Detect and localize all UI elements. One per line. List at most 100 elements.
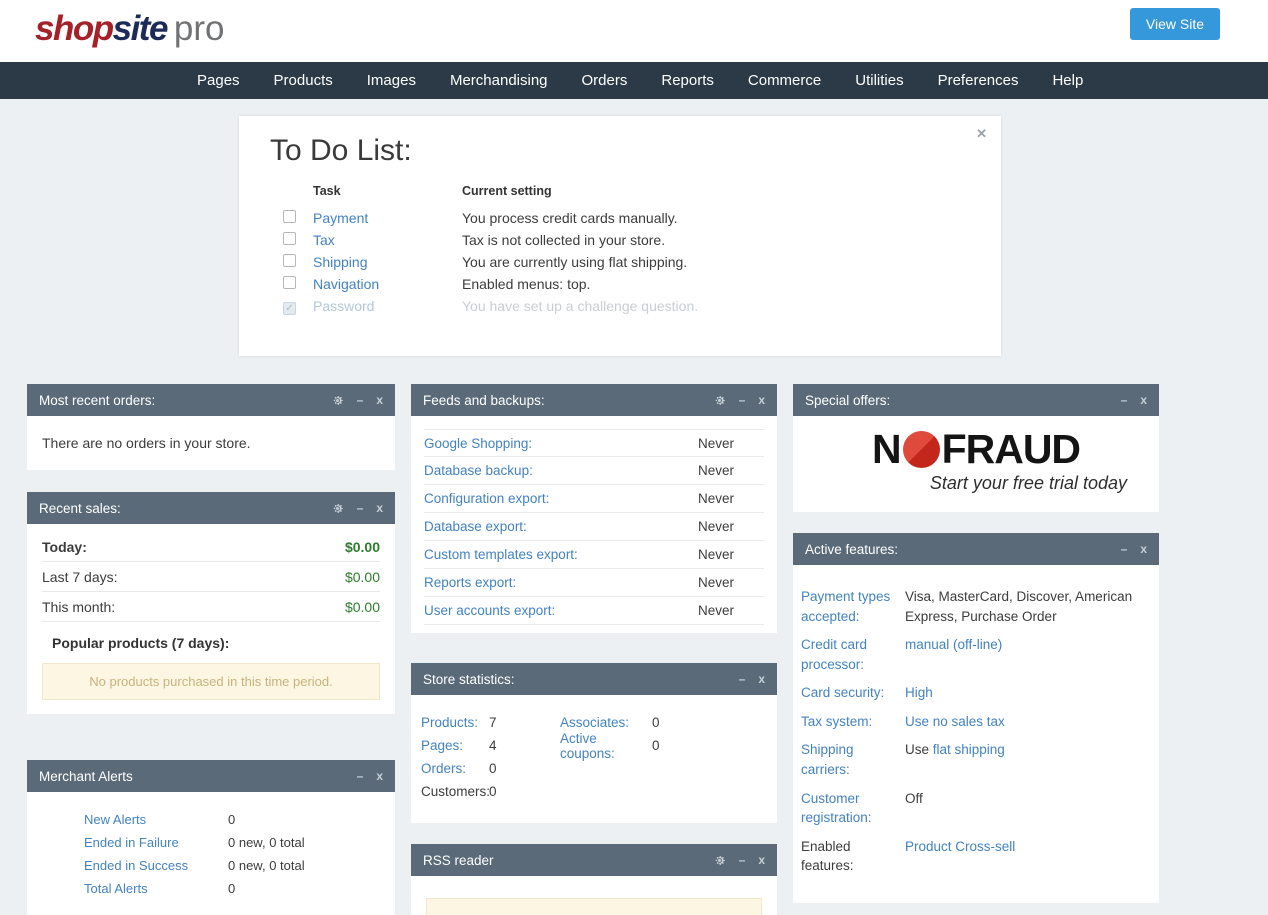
cc-processor-link[interactable]: Credit card processor: [801,637,868,672]
minimize-icon[interactable]: – [738,672,746,686]
feature-value: Off [905,790,923,806]
stat-value: 0 [652,715,660,730]
close-icon[interactable]: x [376,393,383,407]
widget-most-recent-orders: Most recent orders: – x There are no ord… [27,384,395,470]
todo-row-shipping: Shipping You are currently using flat sh… [283,251,1001,273]
minimize-icon[interactable]: – [1120,542,1128,556]
rss-item-box [426,898,762,915]
pages-link[interactable]: Pages: [421,738,464,753]
minimize-icon[interactable]: – [356,769,364,783]
reports-export-link[interactable]: Reports export: [424,575,517,590]
close-icon[interactable]: x [758,393,765,407]
top-bar: shopsite pro View Site [0,0,1268,62]
widget-header: RSS reader – x [411,844,777,876]
password-checkbox[interactable]: ✓ [283,301,296,315]
active-coupons-link[interactable]: Active coupons: [560,730,615,761]
nav-merchandising[interactable]: Merchandising [449,72,548,89]
products-link[interactable]: Products: [421,715,479,730]
tax-checkbox[interactable] [283,232,296,245]
nav-help[interactable]: Help [1052,72,1084,89]
popular-products-empty: No products purchased in this time perio… [42,663,380,700]
widget-special-offers: Special offers: – x N FRAUD Start your f… [793,384,1159,512]
ended-success-link[interactable]: Ended in Success [84,858,189,873]
gear-icon[interactable] [713,854,726,867]
nav-products[interactable]: Products [273,72,333,89]
tax-system-link[interactable]: Tax system: [801,713,873,729]
total-alerts-link[interactable]: Total Alerts [84,881,148,896]
nofraud-ad[interactable]: N FRAUD Start your free trial today [793,416,1159,512]
feature-value-link[interactable]: Product Cross-sell [905,838,1016,854]
logo-shop: shop [35,9,114,48]
user-accounts-export-link[interactable]: User accounts export: [424,603,556,618]
close-icon[interactable]: x [758,672,765,686]
nav-orders[interactable]: Orders [581,72,628,89]
card-security-link[interactable]: Card security: [801,685,885,701]
features-body: Payment types accepted: Visa, MasterCard… [793,565,1159,903]
feature-value-link[interactable]: High [905,685,933,701]
feature-value-link[interactable]: Use no sales tax [905,713,1005,729]
close-icon[interactable]: x [376,501,383,515]
payment-link[interactable]: Payment [313,210,369,226]
associates-link[interactable]: Associates: [560,715,630,730]
widget-header: Most recent orders: – x [27,384,395,416]
password-link[interactable]: Password [313,298,375,314]
navigation-checkbox[interactable] [283,276,296,289]
gear-icon[interactable] [331,394,344,407]
stat-row-active-coupons: Active coupons: 0 [560,731,660,761]
alert-row-success: Ended in Success 0 new, 0 total [84,854,395,877]
widget-rss-reader: RSS reader – x [411,844,777,915]
gear-icon[interactable] [331,502,344,515]
shipping-carriers-link[interactable]: Shipping carriers: [801,742,854,777]
minimize-icon[interactable]: – [738,393,746,407]
payment-checkbox[interactable] [283,210,296,223]
custom-templates-export-link[interactable]: Custom templates export: [424,547,578,562]
nav-preferences[interactable]: Preferences [937,72,1019,89]
minimize-icon[interactable]: – [1120,393,1128,407]
column-left: Most recent orders: – x There are no ord… [27,384,395,915]
feature-value: Use [905,742,933,758]
todo-row-tax: Tax Tax is not collected in your store. [283,229,1001,251]
nav-utilities[interactable]: Utilities [855,72,904,89]
alert-value: 0 new, 0 total [228,858,305,873]
customer-registration-link[interactable]: Customer registration: [801,790,872,826]
alert-value: 0 [228,812,236,827]
minimize-icon[interactable]: – [738,853,746,867]
gear-icon[interactable] [713,394,726,407]
logo-pro: pro [173,9,225,48]
widget-header: Recent sales: – x [27,492,395,524]
payment-types-link[interactable]: Payment types accepted: [801,589,891,624]
minimize-icon[interactable]: – [356,393,364,407]
feed-value: Never [698,491,735,506]
database-backup-link[interactable]: Database backup: [424,463,533,478]
database-export-link[interactable]: Database export: [424,519,527,534]
view-site-button[interactable]: View Site [1129,8,1220,40]
minimize-icon[interactable]: – [356,501,364,515]
google-shopping-link[interactable]: Google Shopping: [424,435,533,451]
shipping-link[interactable]: Shipping [313,254,368,270]
tax-link[interactable]: Tax [313,232,335,248]
close-icon[interactable]: x [1140,393,1147,407]
nav-pages[interactable]: Pages [197,72,240,89]
stat-value: 0 [489,784,497,799]
feature-value-link[interactable]: manual (off-line) [905,637,1003,653]
nav-reports[interactable]: Reports [661,72,714,89]
todo-table: Task Current setting Payment You process… [283,184,1001,317]
configuration-export-link[interactable]: Configuration export: [424,491,550,506]
new-alerts-link[interactable]: New Alerts [84,812,147,827]
close-icon[interactable]: x [1140,542,1147,556]
orders-link[interactable]: Orders: [421,761,467,776]
nav-images[interactable]: Images [366,72,416,89]
feed-value: Never [698,575,735,590]
todo-row-navigation: Navigation Enabled menus: top. [283,273,1001,295]
navigation-link[interactable]: Navigation [313,276,380,292]
nav-commerce[interactable]: Commerce [747,72,822,89]
shipping-checkbox[interactable] [283,254,296,267]
todo-row-password: ✓ Password You have set up a challenge q… [283,295,1001,317]
feature-value-link[interactable]: flat shipping [932,742,1005,758]
close-icon[interactable]: x [376,769,383,783]
close-icon[interactable]: x [758,853,765,867]
close-icon[interactable]: ✕ [976,126,987,141]
alert-row-new: New Alerts 0 [84,808,395,831]
widget-header: Active features: – x [793,533,1159,565]
ended-failure-link[interactable]: Ended in Failure [84,835,179,850]
